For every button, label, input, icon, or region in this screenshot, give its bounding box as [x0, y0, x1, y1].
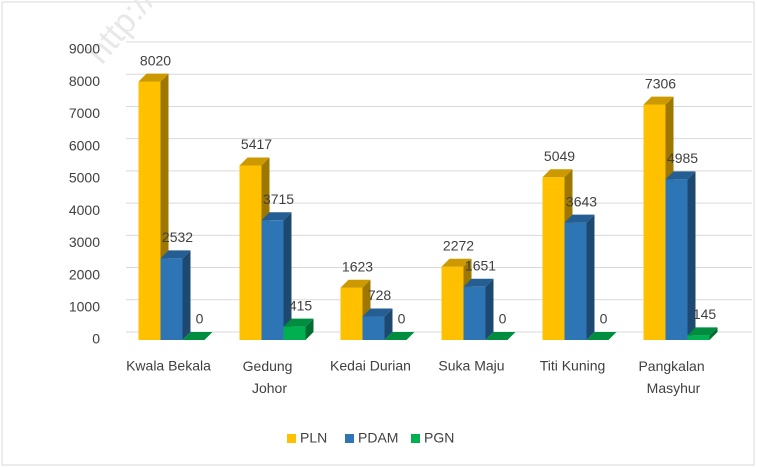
bar-front: [261, 220, 284, 340]
bar-top: [643, 96, 674, 105]
x-tick-label: Kedai Durian: [330, 358, 411, 374]
bar-top: [384, 332, 415, 340]
bar: [384, 332, 415, 340]
y-tick-label: 1000: [69, 298, 100, 314]
y-tick-label: 0: [92, 331, 100, 347]
value-label: 7306: [645, 75, 676, 91]
legend-swatch: [287, 434, 296, 443]
value-label: 1651: [465, 258, 496, 274]
bar-top: [182, 332, 213, 340]
bar-front: [362, 316, 385, 340]
y-tick-label: 4000: [69, 202, 100, 218]
bar-top: [564, 214, 595, 223]
value-label: 145: [693, 306, 717, 322]
bar-front: [239, 165, 262, 340]
bar-top: [542, 169, 573, 178]
bar-front: [340, 287, 363, 340]
bar: [283, 318, 314, 340]
bar-top: [441, 258, 472, 267]
bar-top: [687, 327, 718, 336]
bar-side: [687, 171, 696, 340]
bar-top: [463, 278, 494, 287]
legend-label: PGN: [424, 430, 454, 446]
bar-front: [138, 81, 161, 341]
x-tick-label: Gedung Johor: [243, 358, 297, 396]
bar-front: [160, 258, 183, 340]
value-label: 5417: [241, 136, 272, 152]
bar-front: [564, 222, 587, 340]
value-label: 3715: [263, 191, 294, 207]
y-tick-label: 7000: [69, 105, 100, 121]
bar-top: [239, 157, 270, 166]
bar: [182, 332, 213, 340]
bar: [564, 214, 595, 340]
bar-top: [283, 318, 314, 327]
value-label: 0: [398, 311, 406, 327]
bar: [340, 279, 371, 340]
x-tick-label: Suka Maju: [438, 358, 504, 374]
bar: [665, 171, 696, 340]
bar-top: [362, 308, 393, 317]
value-label: 728: [368, 287, 392, 303]
bar-front: [687, 335, 710, 340]
y-tick-label: 2000: [69, 266, 100, 282]
bar-front: [441, 266, 464, 340]
bar-front: [283, 326, 306, 340]
y-tick-label: 9000: [69, 41, 100, 57]
y-tick-label: 3000: [69, 234, 100, 250]
bar-top: [485, 332, 516, 340]
bar-side: [485, 278, 494, 340]
bar: [687, 327, 718, 340]
legend-label: PLN: [300, 430, 327, 446]
legend-label: PDAM: [358, 430, 398, 446]
y-tick-label: 8000: [69, 73, 100, 89]
bar-side: [305, 318, 314, 340]
bar-front: [463, 286, 486, 340]
value-label: 2532: [162, 229, 193, 245]
value-label: 5049: [544, 148, 575, 164]
bar-top: [340, 279, 371, 288]
bar-side: [283, 212, 292, 340]
bar: [160, 250, 191, 340]
bar-side: [384, 308, 393, 340]
y-tick-label: 6000: [69, 137, 100, 153]
bar: [463, 278, 494, 340]
value-label: 8020: [140, 52, 171, 68]
x-tick-label: Kwala Bekala: [126, 358, 211, 374]
value-label: 3643: [566, 193, 597, 209]
value-label: 0: [499, 311, 507, 327]
x-tick-label: Titi Kuning: [540, 358, 606, 374]
bar: [261, 212, 292, 340]
bar: [485, 332, 516, 340]
value-label: 1623: [342, 258, 373, 274]
bar-top: [261, 212, 292, 221]
bar-top: [160, 250, 191, 259]
bar-side: [182, 250, 191, 340]
bar-front: [542, 177, 565, 340]
bar-front: [665, 179, 688, 340]
value-label: 2272: [443, 237, 474, 253]
bar-front: [643, 104, 666, 340]
y-tick-label: 5000: [69, 170, 100, 186]
legend-swatch: [411, 434, 420, 443]
value-label: 4985: [667, 150, 698, 166]
bar-top: [665, 171, 696, 180]
bar-side: [586, 214, 595, 340]
x-tick-label: Pangkalan Masyhur: [638, 358, 708, 396]
bar: [362, 308, 393, 340]
bar-side: [709, 327, 718, 340]
legend-swatch: [345, 434, 354, 443]
bar-top: [586, 332, 617, 340]
bar-top: [138, 73, 169, 82]
value-label: 0: [196, 311, 204, 327]
value-label: 0: [600, 311, 608, 327]
bar: [586, 332, 617, 340]
value-label: 415: [289, 297, 313, 313]
